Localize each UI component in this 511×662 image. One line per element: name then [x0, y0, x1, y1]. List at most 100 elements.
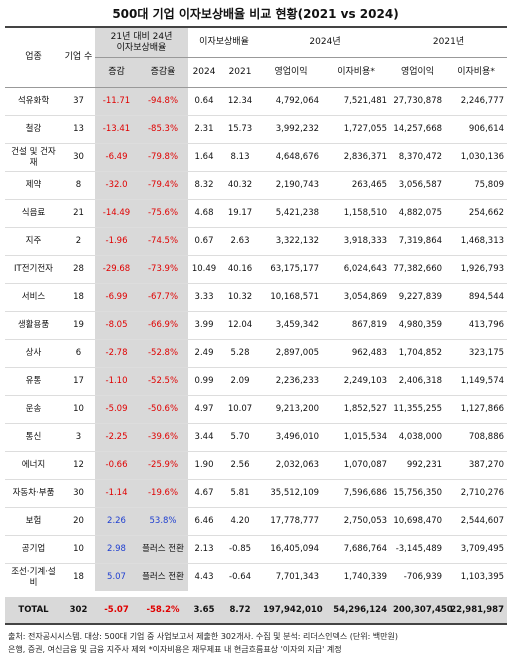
- cell: -73.9%: [138, 255, 189, 284]
- table-row: 건설 및 건자재 30 -6.49 -79.8% 1.64 8.13 4,648,676 2,…: [5, 143, 508, 172]
- cell: 8: [62, 171, 95, 200]
- cell: 8.13: [220, 143, 261, 172]
- cell: 2,406,318: [390, 367, 446, 396]
- cell: 200,307,450: [390, 591, 453, 625]
- cell: -32.0: [95, 171, 138, 200]
- cell: 1,127,866: [445, 395, 508, 424]
- cell: -58.2%: [138, 591, 189, 625]
- header-cell: 21년 대비 24년 이자보상배율: [95, 26, 189, 58]
- cell: 1,704,852: [390, 339, 446, 368]
- cell: 2.31: [188, 115, 221, 144]
- cell: 8.32: [188, 171, 221, 200]
- cell: 906,614: [445, 115, 508, 144]
- cell: 10.49: [188, 255, 221, 284]
- cell: 30: [62, 143, 95, 172]
- cell: 12: [62, 451, 95, 480]
- cell: 3,496,010: [260, 423, 323, 452]
- cell: 식음료: [5, 199, 62, 228]
- cell: 2,836,371: [322, 143, 391, 172]
- cell: 2: [62, 227, 95, 256]
- cell: 5.81: [220, 479, 261, 508]
- cell: 10,168,571: [260, 283, 323, 312]
- header-cell: 2021년: [390, 26, 508, 58]
- cell: 63,175,177: [260, 255, 323, 284]
- cell: 18: [62, 563, 95, 595]
- cell: 8,370,472: [390, 143, 446, 172]
- table-row: 석유화학 37 -11.71 -94.8% 0.64 12.34 4,792,064 7,52…: [5, 87, 508, 116]
- cell: 2,249,103: [322, 367, 391, 396]
- cell: 3: [62, 423, 95, 452]
- cell: 40.32: [220, 171, 261, 200]
- total-row: TOTAL 302 -5.07 -58.2% 3.65 8.72 197,942,010 54…: [5, 591, 508, 625]
- cell: 3,918,333: [322, 227, 391, 256]
- cell: -1.14: [95, 479, 138, 508]
- table-row: 생활용품 19 -8.05 -66.9% 3.99 12.04 3,459,342 867,8…: [5, 311, 508, 340]
- cell: 254,662: [445, 199, 508, 228]
- table-row: 보험 20 2.26 53.8% 6.46 4.20 17,778,777 2,750,053…: [5, 507, 508, 536]
- header-cell: 기업 수: [62, 26, 95, 88]
- cell: 302: [62, 591, 95, 625]
- cell: 0.64: [188, 87, 221, 116]
- cell: -52.8%: [138, 339, 189, 368]
- cell: 3.44: [188, 423, 221, 452]
- cell: 운송: [5, 395, 62, 424]
- cell: 19: [62, 311, 95, 340]
- cell: 4,792,064: [260, 87, 323, 116]
- cell: 2,032,063: [260, 451, 323, 480]
- cell: 7,521,481: [322, 87, 391, 116]
- table: 업종 기업 수 21년 대비 24년 이자보상배율 이자보상배율 2024년 2…: [5, 26, 508, 625]
- table-row: 서비스 18 -6.99 -67.7% 3.33 10.32 10,168,571 3,054…: [5, 283, 508, 312]
- cell: 플러스 전환: [138, 563, 189, 595]
- cell: 12.04: [220, 311, 261, 340]
- cell: 철강: [5, 115, 62, 144]
- cell: 4.97: [188, 395, 221, 424]
- cell: -8.05: [95, 311, 138, 340]
- cell: 37: [62, 87, 95, 116]
- table-row: 자동차·부품 30 -1.14 -19.6% 4.67 5.81 35,512,109 7,5…: [5, 479, 508, 508]
- cell: 10: [62, 395, 95, 424]
- cell: 생활용품: [5, 311, 62, 340]
- cell: 1,727,055: [322, 115, 391, 144]
- cell: -2.25: [95, 423, 138, 452]
- cell: 13: [62, 115, 95, 144]
- cell: 3,992,232: [260, 115, 323, 144]
- cell: -706,939: [390, 563, 446, 595]
- cell: 보험: [5, 507, 62, 536]
- cell: 유통: [5, 367, 62, 396]
- footer-line: 은행, 증권, 여신금융 및 금융 지주사 제외 *이자비용은 재무제표 내 현…: [8, 645, 342, 654]
- cell: -13.41: [95, 115, 138, 144]
- cell: -79.8%: [138, 143, 189, 172]
- header-cell: 2021: [220, 57, 261, 88]
- cell: -75.6%: [138, 199, 189, 228]
- cell: 962,483: [322, 339, 391, 368]
- cell: 상사: [5, 339, 62, 368]
- cell: 2,710,276: [445, 479, 508, 508]
- cell: 2.49: [188, 339, 221, 368]
- cell: 197,942,010: [260, 591, 323, 625]
- cell: -11.71: [95, 87, 138, 116]
- cell: 1,468,313: [445, 227, 508, 256]
- table-body: 석유화학 37 -11.71 -94.8% 0.64 12.34 4,792,064 7,52…: [5, 87, 508, 625]
- cell: 28: [62, 255, 95, 284]
- table-row: IT전기전자 28 -29.68 -73.9% 10.49 40.16 63,175,177…: [5, 255, 508, 284]
- cell: 플러스 전환: [138, 535, 189, 564]
- header-cell: 영업이익: [260, 57, 323, 88]
- cell: 10: [62, 535, 95, 564]
- cell: 22,981,987: [445, 591, 508, 625]
- cell: 12.34: [220, 87, 261, 116]
- cell: 석유화학: [5, 87, 62, 116]
- cell: 3,709,495: [445, 535, 508, 564]
- cell: 894,544: [445, 283, 508, 312]
- cell: 8.72: [220, 591, 261, 625]
- table-row: 지주 2 -1.96 -74.5% 0.67 2.63 3,322,132 3,918,333…: [5, 227, 508, 256]
- cell: 2,544,607: [445, 507, 508, 536]
- cell: -52.5%: [138, 367, 189, 396]
- cell: 지주: [5, 227, 62, 256]
- cell: 2,750,053: [322, 507, 391, 536]
- cell: 15,756,350: [390, 479, 446, 508]
- cell: 1,015,534: [322, 423, 391, 452]
- cell: 7,701,343: [260, 563, 323, 595]
- table-row: 제약 8 -32.0 -79.4% 8.32 40.32 2,190,743 263,465 3…: [5, 171, 508, 200]
- header-cell: 업종: [5, 26, 62, 88]
- cell: 263,465: [322, 171, 391, 200]
